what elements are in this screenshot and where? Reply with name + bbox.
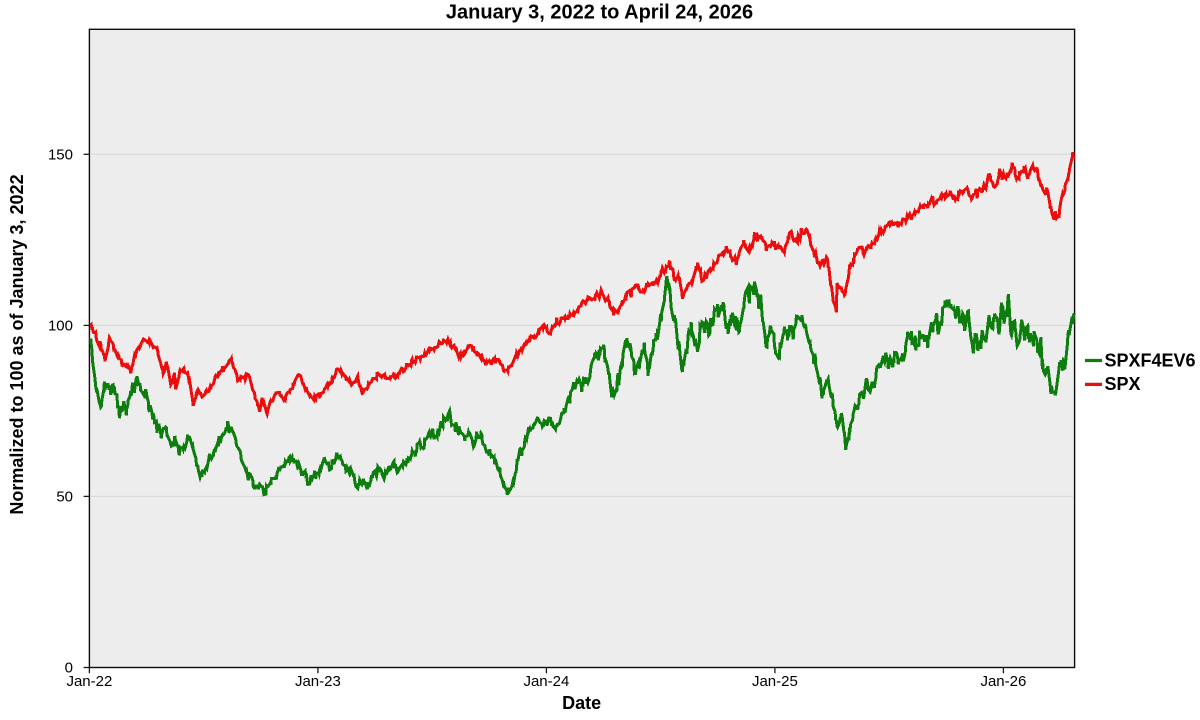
svg-text:Jan-22: Jan-22 [66,673,112,690]
svg-text:January 3, 2022 to April 24, 2: January 3, 2022 to April 24, 2026 [446,2,753,24]
svg-text:Jan-24: Jan-24 [523,673,569,690]
svg-text:Date: Date [562,693,601,713]
svg-text:0: 0 [65,660,73,677]
svg-text:100: 100 [48,317,73,334]
svg-text:50: 50 [56,488,73,505]
svg-text:Jan-26: Jan-26 [980,673,1026,690]
svg-text:SPXF4EV6: SPXF4EV6 [1105,350,1196,370]
svg-text:Normalized to 100 as of Januar: Normalized to 100 as of January 3, 2022 [7,174,27,514]
svg-text:SPX: SPX [1105,374,1141,394]
svg-text:150: 150 [48,146,73,163]
svg-text:Jan-23: Jan-23 [295,673,341,690]
svg-text:Jan-25: Jan-25 [752,673,798,690]
